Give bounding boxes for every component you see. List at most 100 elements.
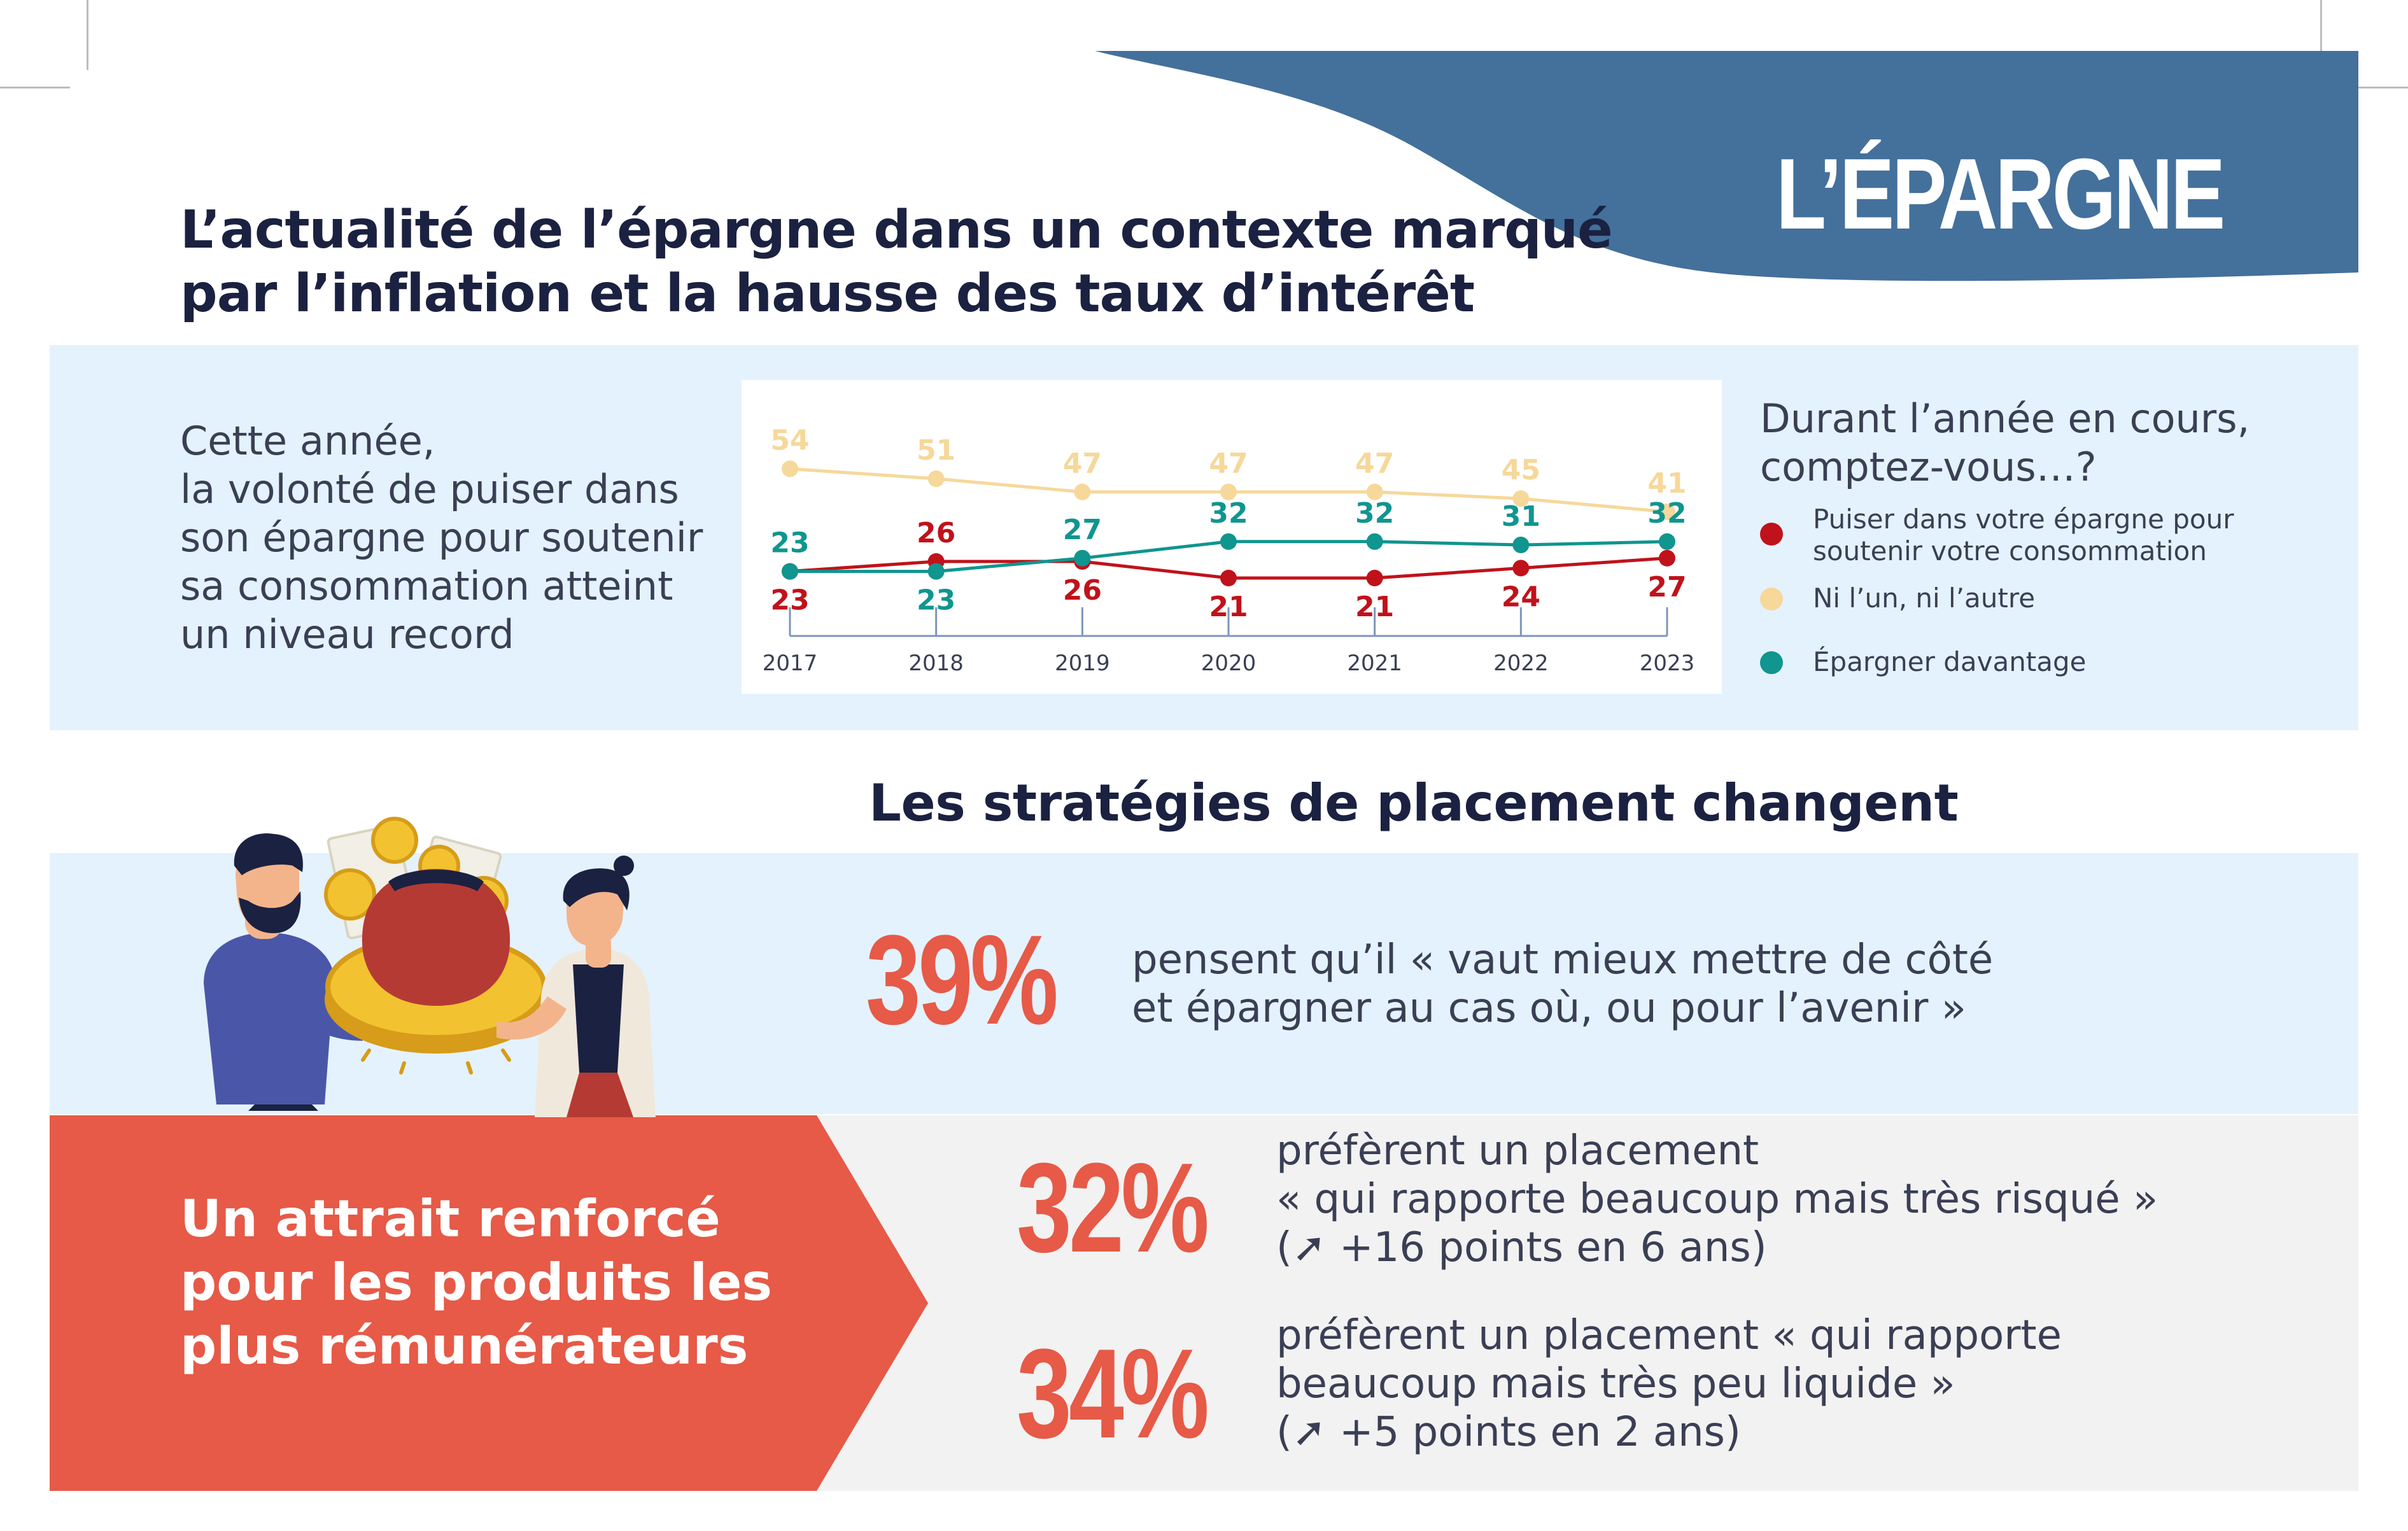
data-point — [1512, 560, 1530, 577]
legend-item-ni: Ni l’un, ni l’autre — [1760, 582, 2333, 653]
data-point — [1512, 490, 1530, 507]
data-point — [1659, 533, 1675, 550]
intro-line: un niveau record — [180, 611, 514, 658]
data-label: 26 — [1063, 574, 1102, 607]
stat-line: et épargner au cas où, ou pour l’avenir … — [1132, 985, 1966, 1032]
header-wave-shape — [1095, 51, 2358, 281]
stat-line: (➚ +16 points en 6 ans) — [1276, 1224, 1767, 1271]
banner-title-line: pour les produits les — [180, 1253, 772, 1312]
data-point — [782, 563, 798, 580]
data-label: 32 — [1647, 497, 1686, 530]
page-title-line: par l’inflation et la hausse des taux d’… — [180, 264, 1475, 324]
data-label: 23 — [917, 584, 955, 617]
arrow-banner-shape — [50, 1115, 928, 1491]
legend-question: Durant l’année en cours, comptez-vous…? — [1760, 395, 2333, 491]
data-point — [1659, 504, 1675, 520]
section-title: Les stratégies de placement changent — [869, 773, 1959, 833]
legend-label-line: Épargner davantage — [1813, 646, 2087, 677]
page-title: L’actualité de l’épargne dans un context… — [180, 199, 1644, 326]
data-label: 54 — [770, 424, 809, 456]
data-point — [927, 563, 945, 580]
banner-title: Un attrait renforcé pour les produits le… — [180, 1187, 912, 1378]
data-point — [782, 460, 798, 477]
intro-line: son épargne pour soutenir — [180, 514, 703, 561]
legend-marker — [1760, 651, 1783, 674]
x-tick-label: 2021 — [1347, 651, 1402, 676]
intro-line: sa consommation atteint — [180, 563, 673, 609]
legend-label: Épargner davantage — [1813, 646, 2087, 678]
x-tick-label: 2023 — [1640, 651, 1695, 676]
data-label: 32 — [1209, 497, 1248, 530]
banner-title-line: plus rémunérateurs — [180, 1316, 749, 1376]
legend-marker — [1760, 523, 1783, 546]
coin-pot — [325, 869, 547, 1075]
data-point — [927, 470, 945, 487]
data-label: 41 — [1647, 467, 1686, 500]
data-label: 23 — [770, 584, 809, 617]
people-holding-coin-icon — [204, 817, 656, 1117]
data-point — [1220, 483, 1237, 500]
legend-item-epargner: Épargner davantage — [1760, 646, 2333, 716]
data-point — [1366, 570, 1383, 586]
x-tick-label: 2020 — [1201, 651, 1257, 676]
intro-line: la volonté de puiser dans — [180, 466, 679, 512]
man-figure — [204, 833, 363, 1111]
x-tick-label: 2022 — [1493, 651, 1549, 676]
legend-label-line: Ni l’un, ni l’autre — [1813, 582, 2036, 614]
stat-description: pensent qu’il « vaut mieux mettre de côt… — [1132, 936, 1993, 1033]
stat-value: 39% — [866, 909, 1059, 1051]
data-label: 47 — [1355, 448, 1394, 480]
data-label: 32 — [1355, 497, 1394, 530]
data-label: 21 — [1355, 591, 1394, 623]
legend-question-line: comptez-vous…? — [1760, 444, 2097, 490]
data-label: 51 — [917, 434, 955, 467]
crop-mark — [2320, 0, 2322, 70]
woman-figure — [496, 856, 656, 1117]
legend-label: Puiser dans votre épargne pour soutenir … — [1813, 504, 2234, 567]
section-tag: L’ÉPARGNE — [1776, 138, 2225, 250]
stat-line: « qui rapporte beaucoup mais très risqué… — [1276, 1176, 2158, 1223]
data-label: 31 — [1502, 500, 1540, 533]
stat-line: préfèrent un placement — [1276, 1127, 1759, 1175]
data-point — [1220, 533, 1237, 550]
intro-text: Cette année, la volonté de puiser dans s… — [180, 417, 740, 659]
data-point — [1074, 549, 1091, 567]
line-chart-card: 2017 2018 2019 2020 2021 2022 2023 23 26 26 21 21 24… — [742, 380, 1722, 694]
data-point — [1366, 483, 1383, 500]
data-label: 47 — [1063, 448, 1102, 480]
page-title-line: L’actualité de l’épargne dans un context… — [180, 200, 1613, 260]
legend-marker — [1760, 588, 1783, 610]
data-label: 27 — [1647, 571, 1686, 603]
legend-label-line: soutenir votre consommation — [1813, 535, 2207, 567]
intro-line: Cette année, — [180, 418, 435, 464]
banner-title-line: Un attrait renforcé — [180, 1189, 721, 1248]
data-point — [1366, 533, 1383, 550]
legend-label: Ni l’un, ni l’autre — [1813, 582, 2035, 614]
data-point — [1074, 483, 1091, 500]
stat-description: préfèrent un placement « qui rapporte be… — [1276, 1127, 2158, 1272]
data-label: 27 — [1063, 514, 1102, 546]
crop-mark — [87, 0, 88, 70]
data-label: 47 — [1209, 448, 1248, 480]
data-point — [1659, 549, 1675, 567]
data-label: 23 — [770, 527, 809, 560]
data-label: 45 — [1502, 454, 1540, 486]
data-point — [1512, 537, 1530, 553]
data-label: 26 — [917, 517, 955, 549]
line-chart: 2017 2018 2019 2020 2021 2022 2023 23 26 26 21 21 24… — [763, 424, 1695, 676]
stat-line: pensent qu’il « vaut mieux mettre de côt… — [1132, 936, 1994, 984]
stat-line: beaucoup mais très peu liquide » — [1276, 1360, 1955, 1408]
stat-description: préfèrent un placement « qui rapporte be… — [1276, 1311, 2062, 1457]
crop-mark — [2338, 87, 2408, 88]
legend-item-puiser: Puiser dans votre épargne pour soutenir … — [1760, 504, 2333, 574]
stat-value: 32% — [1017, 1137, 1209, 1279]
data-point — [1220, 570, 1237, 586]
legend-label-line: Puiser dans votre épargne pour — [1813, 504, 2234, 535]
x-tick-label: 2019 — [1055, 651, 1110, 676]
x-tick-label: 2018 — [908, 651, 964, 676]
data-label: 21 — [1209, 591, 1248, 623]
x-tick-label: 2017 — [763, 651, 818, 676]
stat-line: (➚ +5 points en 2 ans) — [1276, 1409, 1741, 1456]
legend-question-line: Durant l’année en cours, — [1760, 395, 2250, 442]
data-label: 24 — [1502, 581, 1540, 613]
